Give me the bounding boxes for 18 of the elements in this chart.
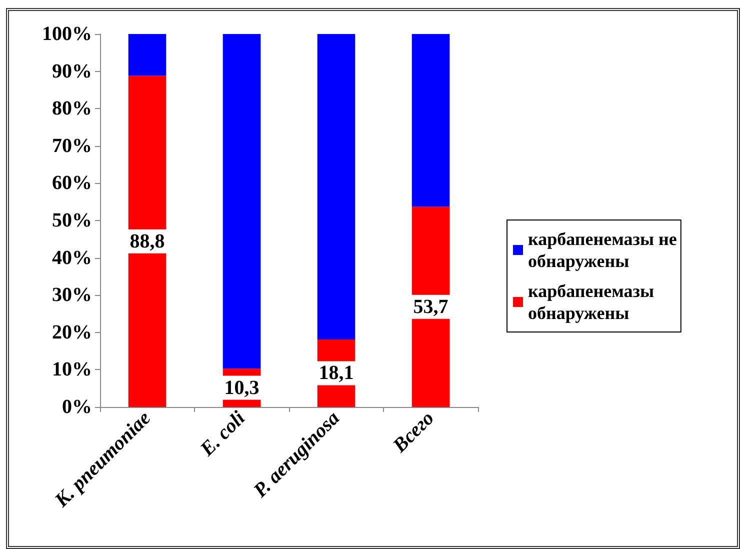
legend-label: карбапенемазы не обнаружены xyxy=(528,229,677,271)
y-tick-label: 70% xyxy=(52,134,92,157)
y-tick-label: 0% xyxy=(62,396,92,418)
y-tick-label: 80% xyxy=(52,98,92,120)
y-tick-label: 40% xyxy=(52,246,92,269)
y-tick-label: 100% xyxy=(42,23,92,45)
y-tick-label: 20% xyxy=(52,321,92,344)
y-tick-label: 90% xyxy=(52,60,92,82)
y-tick-label: 30% xyxy=(52,284,92,306)
y-tick-label: 10% xyxy=(52,358,92,381)
y-tick-label: 50% xyxy=(52,210,92,232)
legend-label: карбапенемазы обнаружены xyxy=(528,281,654,323)
data-label: 10,3 xyxy=(224,376,260,399)
data-label: 88,8 xyxy=(130,230,165,252)
x-tick-label: E. coli xyxy=(196,406,250,462)
data-label: 18,1 xyxy=(318,362,354,384)
data-label: 53,7 xyxy=(413,296,448,318)
y-tick-label: 60% xyxy=(52,172,92,194)
